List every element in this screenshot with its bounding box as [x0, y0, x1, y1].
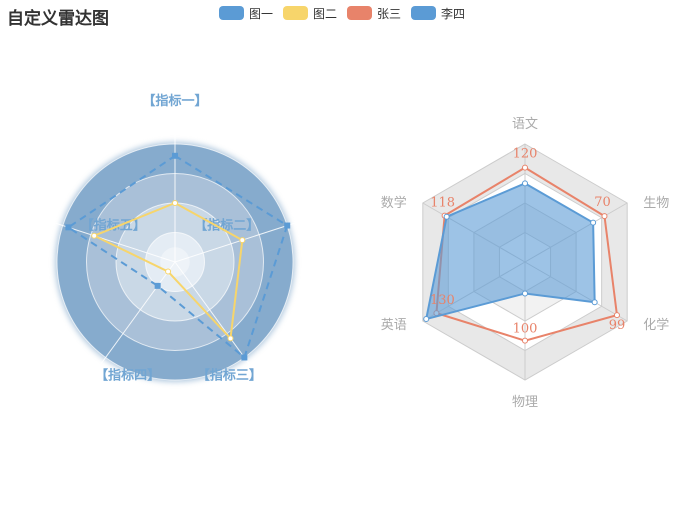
radar-right-series-2-point-5	[423, 316, 430, 323]
radar-left-series-1-point-5	[65, 224, 72, 231]
radar-right-series-1-label-1: 120	[513, 147, 538, 162]
radar-left-axis-line-2	[174, 222, 297, 263]
radar-chart-left: 【指标一】【指标二】【指标三】【指标四】【指标五】	[53, 93, 297, 383]
radar-right-axis-label-5: 英语	[381, 318, 407, 333]
radar-right-series-2-point-2	[590, 219, 597, 226]
radar-left-series-2-point-3	[227, 335, 234, 342]
radar-right-series-1-point-4	[522, 337, 528, 344]
radar-right-series-1-label-2: 70	[594, 195, 611, 210]
legend-item-fig1[interactable]: 图一	[219, 5, 273, 22]
radar-left-series-1-point-4	[154, 282, 161, 289]
radar-left-series-2-point-5	[91, 232, 98, 239]
radar-left-series-2-point-1	[172, 200, 178, 206]
radar-left-series-2-line	[91, 201, 244, 341]
radar-left-axis-label-5: 【指标五】	[81, 218, 146, 234]
legend-swatch-fig1	[219, 6, 244, 20]
legend-item-fig2[interactable]: 图二	[283, 5, 337, 22]
legend: 图一 图二 张三 李四	[219, 4, 475, 22]
radar-right-axis-label-6: 数学	[381, 195, 407, 211]
legend-label-fig2: 图二	[313, 6, 338, 21]
chart-title: 自定义雷达图	[7, 9, 109, 29]
radar-left-axis-line-5	[53, 222, 176, 263]
legend-swatch-lisi	[411, 6, 437, 20]
radar-left-axis-line-4	[99, 261, 176, 366]
radar-right-series-2-point-3	[591, 299, 598, 306]
legend-item-lisi[interactable]: 李四	[411, 5, 465, 22]
legend-label-fig1: 图一	[249, 6, 274, 21]
radar-right-series-1-point-3	[613, 312, 620, 319]
radar-left-axis-label-3: 【指标三】	[197, 367, 262, 383]
radar-right-axis-label-4: 物理	[512, 395, 538, 410]
radar-right-series-1-label-5: 130	[430, 293, 455, 308]
radar-left-series-1-point-2	[284, 222, 291, 229]
radar-left-series-1-point-1	[172, 152, 178, 159]
radar-right-series-1-label-6: 118	[430, 196, 455, 211]
radar-right-axis-label-1: 语文	[512, 117, 538, 132]
radar-left-axis-line-3	[174, 261, 251, 366]
radar-right-series-1-label-3: 99	[609, 318, 626, 333]
radar-left-axis-label-1: 【指标一】	[142, 93, 207, 109]
radar-right-series-2-point-6	[443, 213, 450, 220]
radar-right-series-1-label-4: 100	[513, 322, 538, 337]
radar-right-series-1-point-1	[522, 164, 528, 171]
radar-right-series-1-point-2	[601, 213, 608, 220]
radar-left-series-2-point-4	[165, 268, 172, 275]
radar-right-axis-label-3: 化学	[643, 317, 669, 333]
radar-right-series-2-point-4	[522, 290, 528, 297]
radar-right-series-2-point-1	[522, 180, 528, 187]
radar-left-series-1-point-3	[241, 354, 248, 361]
legend-label-lisi: 李四	[441, 6, 466, 21]
radar-left-series-2-point-2	[239, 237, 246, 244]
legend-swatch-zhangsan	[347, 6, 373, 20]
radar-left-series-1-line	[66, 154, 289, 360]
radar-left-axis-label-4: 【指标四】	[95, 367, 160, 383]
legend-label-zhangsan: 张三	[377, 6, 402, 21]
legend-swatch-fig2	[283, 6, 309, 20]
radar-right-axis-label-2: 生物	[643, 196, 669, 211]
legend-item-zhangsan[interactable]: 张三	[347, 5, 401, 22]
